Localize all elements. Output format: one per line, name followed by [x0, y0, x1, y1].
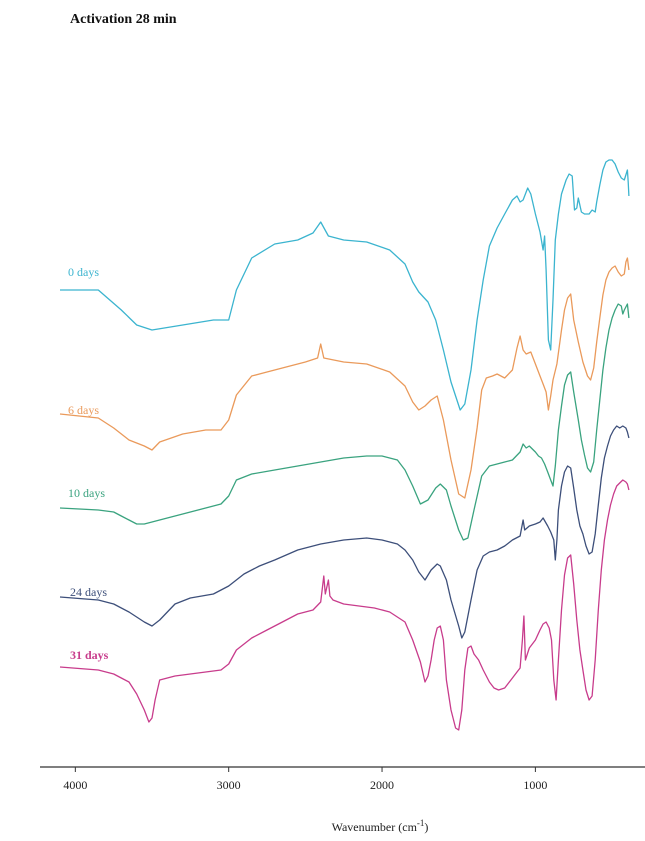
series-label-0-days: 0 days	[68, 265, 99, 279]
x-tick-label-2000: 2000	[370, 778, 394, 792]
series-line-6-days	[59, 257, 630, 499]
series-line-10-days	[59, 303, 630, 541]
series-label-10-days: 10 days	[68, 486, 105, 500]
series-label-6-days: 6 days	[68, 403, 99, 417]
x-axis-title-end: )	[424, 820, 428, 834]
series-line-24-days	[59, 425, 630, 639]
x-axis-title-superscript: -1	[417, 818, 425, 828]
series-layer	[59, 159, 630, 731]
x-tick-label-4000: 4000	[63, 778, 87, 792]
x-tick-label-3000: 3000	[217, 778, 241, 792]
x-tick-label-1000: 1000	[523, 778, 547, 792]
series-label-31-days: 31 days	[70, 648, 109, 662]
x-axis-ticks: 4000 3000 2000 1000	[63, 767, 547, 792]
x-axis-title-main: Wavenumber (cm	[332, 820, 418, 834]
chart-title: Activation 28 min	[70, 12, 177, 27]
series-line-0-days	[60, 159, 630, 411]
x-axis-title: Wavenumber (cm-1)	[332, 818, 429, 834]
series-line-31-days	[59, 479, 630, 731]
series-label-24-days: 24 days	[70, 585, 107, 599]
series-labels: 0 days 6 days 10 days 24 days 31 days	[68, 265, 109, 662]
